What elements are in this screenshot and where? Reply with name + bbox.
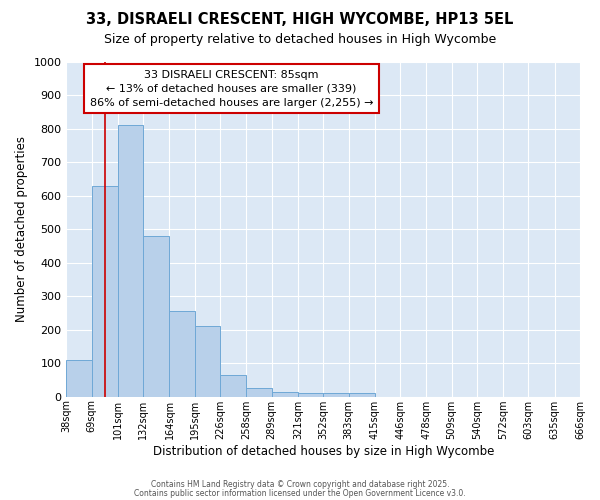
- Bar: [92, 186, 118, 396]
- Bar: [323, 394, 349, 396]
- Bar: [169, 311, 195, 396]
- Bar: [220, 375, 247, 396]
- Bar: [118, 125, 143, 396]
- Text: Size of property relative to detached houses in High Wycombe: Size of property relative to detached ho…: [104, 32, 496, 46]
- Y-axis label: Number of detached properties: Number of detached properties: [15, 136, 28, 322]
- Bar: [195, 326, 220, 396]
- Text: Contains public sector information licensed under the Open Government Licence v3: Contains public sector information licen…: [134, 488, 466, 498]
- Bar: [349, 394, 375, 396]
- Text: Contains HM Land Registry data © Crown copyright and database right 2025.: Contains HM Land Registry data © Crown c…: [151, 480, 449, 489]
- Bar: [143, 236, 169, 396]
- Bar: [247, 388, 272, 396]
- Text: 33 DISRAELI CRESCENT: 85sqm
← 13% of detached houses are smaller (339)
86% of se: 33 DISRAELI CRESCENT: 85sqm ← 13% of det…: [90, 70, 373, 108]
- Bar: [272, 392, 298, 396]
- Text: 33, DISRAELI CRESCENT, HIGH WYCOMBE, HP13 5EL: 33, DISRAELI CRESCENT, HIGH WYCOMBE, HP1…: [86, 12, 514, 28]
- Bar: [67, 360, 92, 397]
- Bar: [298, 394, 323, 396]
- X-axis label: Distribution of detached houses by size in High Wycombe: Distribution of detached houses by size …: [152, 444, 494, 458]
